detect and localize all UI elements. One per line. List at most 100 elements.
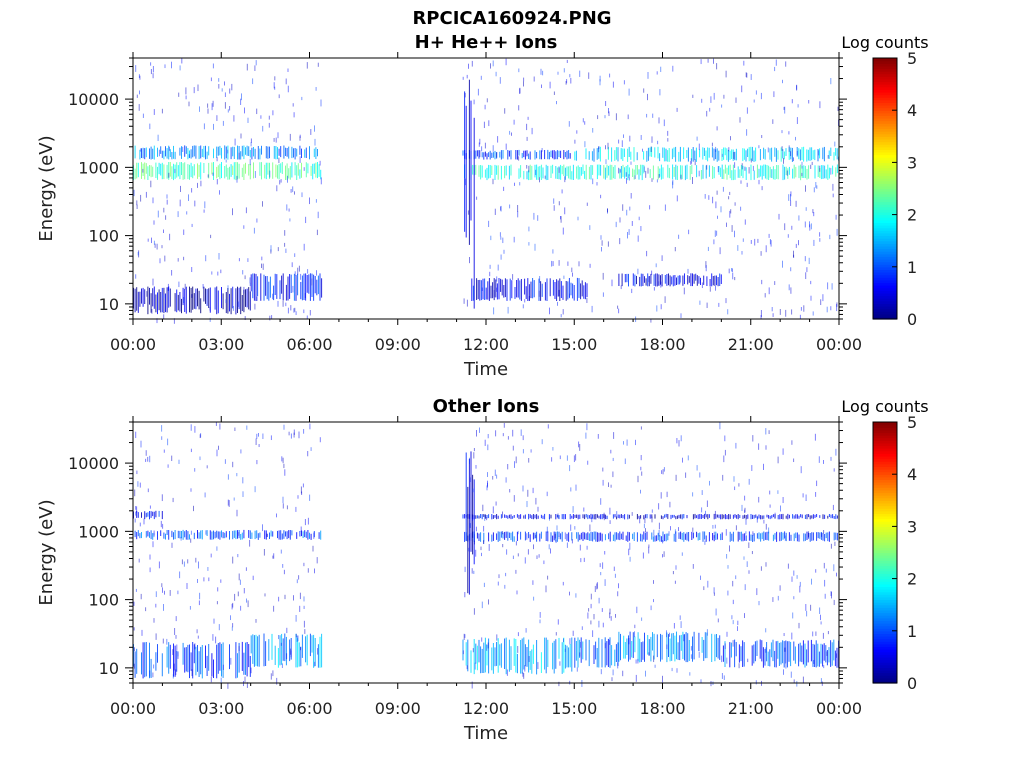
- noise-point: [564, 648, 566, 652]
- band-10-streak: [775, 641, 777, 668]
- noise-point: [292, 285, 294, 293]
- noise-point: [289, 133, 291, 141]
- band-5-streak: [166, 646, 168, 668]
- band-6-streak: [268, 281, 270, 301]
- band-8-streak: [628, 273, 629, 287]
- band-3-streak: [628, 167, 630, 177]
- band-6-streak: [293, 273, 295, 301]
- noise-point: [471, 568, 473, 574]
- noise-point: [168, 172, 170, 178]
- colorbar-tick-label: 1: [907, 258, 917, 277]
- noise-point: [290, 189, 292, 193]
- band-4-streak: [628, 514, 630, 519]
- noise-point: [302, 483, 304, 488]
- noise-point: [256, 108, 258, 115]
- band-6-streak: [290, 638, 292, 660]
- band-10-streak: [770, 642, 772, 658]
- noise-point: [317, 62, 319, 67]
- band-1-streak: [171, 166, 173, 179]
- noise-point: [179, 65, 181, 71]
- band-10-streak: [762, 647, 764, 668]
- noise-point: [136, 506, 138, 513]
- noise-point: [805, 272, 807, 280]
- band-3-streak: [766, 531, 768, 541]
- band-1-streak: [217, 165, 219, 177]
- band-9-streak: [631, 641, 633, 658]
- noise-point: [742, 238, 744, 242]
- band-3-streak: [726, 167, 728, 180]
- noise-point: [826, 651, 828, 656]
- band-10-streak: [780, 642, 782, 665]
- x-tick-label: 00:00: [816, 335, 862, 354]
- noise-point: [772, 597, 774, 602]
- colorbar-swatch: [873, 144, 897, 148]
- colorbar-swatch: [873, 172, 897, 177]
- band-1-streak: [147, 166, 149, 180]
- noise-point: [579, 70, 581, 77]
- band-1-streak: [190, 162, 192, 178]
- band-5-streak: [502, 150, 504, 159]
- band-9-streak: [230, 288, 232, 315]
- noise-point: [618, 583, 619, 589]
- noise-point: [145, 450, 147, 456]
- noise-point: [245, 567, 247, 571]
- noise-point: [169, 233, 171, 241]
- noise-point: [303, 562, 305, 567]
- band-9-streak: [640, 642, 642, 662]
- colorbar-swatch: [873, 565, 897, 569]
- noise-point: [760, 251, 762, 256]
- band-5-streak: [190, 652, 192, 671]
- band-1-streak: [197, 163, 198, 179]
- band-2-streak: [241, 145, 243, 157]
- noise-point: [180, 185, 181, 192]
- noise-point: [483, 540, 484, 544]
- noise-point: [156, 318, 158, 324]
- band-3-streak: [798, 534, 800, 542]
- noise-point: [300, 526, 302, 532]
- band-4-streak: [713, 513, 715, 520]
- band-1-streak: [193, 164, 195, 176]
- band-9-streak: [716, 634, 717, 658]
- noise-point: [293, 432, 295, 438]
- band-3-streak: [571, 532, 573, 541]
- noise-point: [758, 496, 760, 503]
- band-2-streak: [150, 511, 152, 518]
- noise-point: [570, 487, 572, 492]
- band-4-streak: [604, 514, 606, 520]
- noise-point: [227, 285, 229, 291]
- noise-point: [603, 514, 605, 521]
- noise-point: [292, 103, 294, 107]
- band-9-streak: [634, 636, 636, 653]
- noise-point: [721, 104, 723, 108]
- band-9-streak: [248, 287, 250, 310]
- band-3-streak: [681, 165, 683, 180]
- noise-point: [680, 313, 682, 318]
- noise-point: [761, 135, 763, 139]
- noise-point: [591, 305, 593, 313]
- noise-point: [520, 429, 522, 436]
- colorbar-swatch: [873, 300, 897, 304]
- band-3-streak: [772, 534, 774, 542]
- noise-point: [728, 268, 730, 274]
- noise-point: [488, 599, 489, 605]
- colorbar-swatch: [873, 211, 897, 216]
- noise-point: [601, 247, 602, 252]
- noise-point: [500, 206, 502, 211]
- band-4-streak: [484, 514, 486, 519]
- colorbar-label: Log counts: [841, 33, 928, 52]
- band-3-streak: [491, 165, 493, 175]
- band-6-streak: [274, 273, 276, 295]
- noise-point: [687, 268, 689, 274]
- band-4-streak: [585, 514, 587, 518]
- x-tick-label: 15:00: [551, 699, 597, 718]
- noise-point: [174, 628, 176, 635]
- noise-point: [522, 304, 524, 309]
- noise-point: [572, 272, 573, 277]
- band-8-streak: [609, 637, 611, 668]
- band-10-streak: [722, 645, 724, 662]
- noise-point: [570, 524, 572, 531]
- band-3-streak: [488, 164, 490, 179]
- noise-point: [692, 492, 694, 497]
- noise-point: [613, 432, 615, 439]
